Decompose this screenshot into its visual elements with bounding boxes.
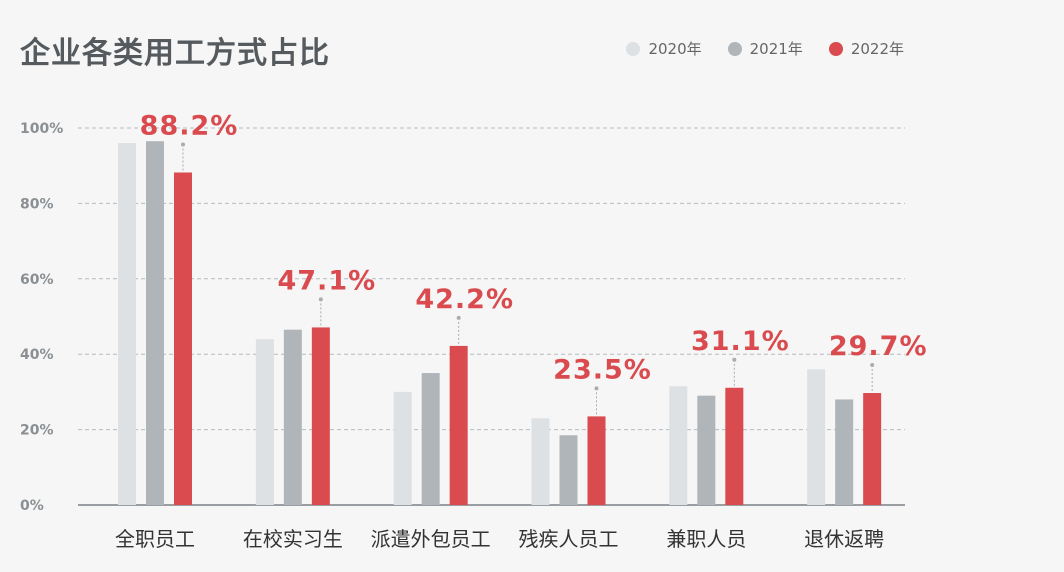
bar-2022-6 bbox=[863, 393, 882, 505]
data-label: 42.2% bbox=[415, 284, 514, 315]
data-label: 47.1% bbox=[277, 265, 376, 296]
legend-item-2020: 2020年 bbox=[626, 38, 702, 59]
y-tick-label: 100% bbox=[20, 121, 63, 137]
y-tick-label: 80% bbox=[20, 196, 54, 212]
y-tick-label: 40% bbox=[20, 347, 54, 363]
bar-2022-5 bbox=[725, 387, 744, 505]
legend-swatch-2020 bbox=[626, 41, 641, 56]
bar-2021-4 bbox=[559, 435, 578, 505]
x-tick-label: 派遣外包员工 bbox=[371, 527, 491, 551]
bar-2022-1 bbox=[174, 172, 192, 505]
bar-2022-3 bbox=[449, 345, 468, 505]
x-tick-label: 兼职人员 bbox=[666, 527, 746, 551]
bar-2022-2 bbox=[311, 327, 330, 505]
y-tick-label: 0% bbox=[20, 498, 44, 514]
legend-label-2022: 2022年 bbox=[850, 40, 904, 58]
bar-2021-6 bbox=[835, 399, 854, 505]
legend-label-2020: 2020年 bbox=[648, 40, 702, 58]
legend-swatch-2022 bbox=[828, 41, 843, 56]
legend-item-2022: 2022年 bbox=[828, 38, 904, 59]
label-leader-dot bbox=[318, 297, 323, 302]
data-label: 29.7% bbox=[829, 331, 928, 362]
bar-2020-6 bbox=[807, 369, 826, 505]
bar-2021-1 bbox=[146, 141, 164, 505]
legend-label-2021: 2021年 bbox=[749, 40, 803, 58]
data-label: 88.2% bbox=[140, 110, 239, 141]
x-tick-label: 退休返聘 bbox=[804, 527, 884, 551]
label-leader-dot bbox=[181, 142, 185, 147]
y-tick-label: 20% bbox=[20, 423, 54, 439]
chart-title: 企业各类用工方式占比 bbox=[20, 36, 330, 71]
bar-2022-4 bbox=[587, 416, 606, 505]
label-leader-dot bbox=[594, 386, 599, 391]
bar-2021-5 bbox=[697, 395, 716, 505]
data-label: 23.5% bbox=[553, 354, 652, 385]
bar-2021-3 bbox=[421, 373, 440, 505]
bar-2020-4 bbox=[531, 418, 550, 505]
data-label: 31.1% bbox=[691, 326, 790, 357]
x-tick-label: 全职员工 bbox=[115, 527, 195, 551]
label-leader-dot bbox=[456, 315, 461, 320]
legend: 2020年 2021年 2022年 bbox=[626, 38, 904, 59]
label-leader-dot bbox=[870, 363, 875, 368]
x-tick-label: 残疾人员工 bbox=[519, 527, 619, 551]
bar-2020-3 bbox=[393, 391, 412, 505]
x-tick-label: 在校实习生 bbox=[243, 527, 343, 551]
legend-swatch-2021 bbox=[727, 41, 742, 56]
bar-2021-2 bbox=[283, 329, 302, 505]
legend-item-2021: 2021年 bbox=[727, 38, 803, 59]
bar-2020-2 bbox=[255, 339, 274, 505]
y-tick-label: 60% bbox=[20, 272, 54, 288]
label-leader-dot bbox=[732, 357, 737, 362]
bar-2020-1 bbox=[118, 143, 136, 505]
bar-2020-5 bbox=[669, 386, 688, 505]
